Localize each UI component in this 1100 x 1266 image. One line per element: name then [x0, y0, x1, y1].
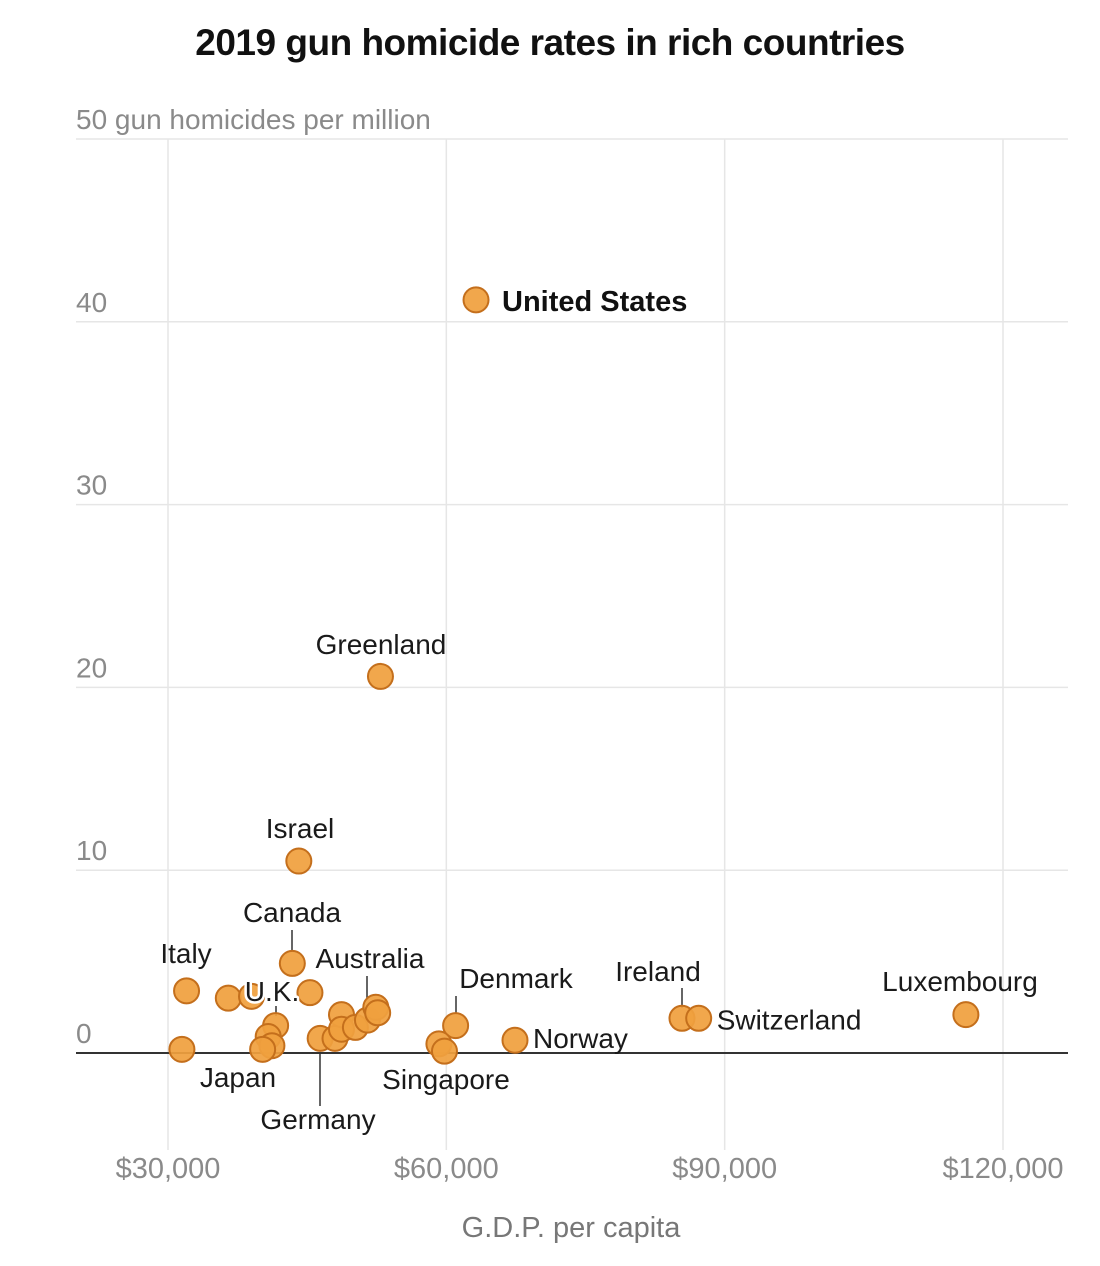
- point-label: Italy: [160, 938, 211, 969]
- x-tick-label: $60,000: [394, 1153, 499, 1185]
- data-point-denmark: [442, 1012, 470, 1040]
- y-tick-label: 40: [76, 287, 107, 318]
- point-label: Japan: [200, 1062, 276, 1093]
- point-label: U.K.: [245, 976, 299, 1007]
- point-label: Australia: [316, 943, 425, 974]
- point-label: Switzerland: [717, 1004, 862, 1035]
- data-point: [238, 982, 265, 1010]
- gridlines: [76, 138, 1068, 1150]
- y-tick-label: 10: [76, 835, 107, 866]
- data-point-united-states: [462, 286, 490, 314]
- data-point-australia: [364, 999, 392, 1027]
- point-label: Greenland: [316, 629, 447, 660]
- y-tick-label: 20: [76, 652, 107, 683]
- data-point: [296, 979, 324, 1007]
- data-point-israel: [285, 847, 313, 875]
- data-point-japan: [249, 1035, 277, 1063]
- leader-lines: [275, 930, 683, 1106]
- data-point: [214, 984, 242, 1012]
- point-label: Canada: [243, 897, 342, 928]
- y-tick-label: 50 gun homicides per million: [76, 104, 431, 135]
- point-label: Ireland: [615, 956, 701, 987]
- point-label: Germany: [260, 1104, 375, 1135]
- point-label: Denmark: [459, 963, 574, 994]
- y-tick-label: 30: [76, 470, 107, 501]
- x-tick-label: $90,000: [672, 1153, 777, 1185]
- point-labels: United States Greenland Israel Canada Italy U…: [160, 286, 1038, 1135]
- point-label: United States: [502, 286, 687, 318]
- y-tick-label: 0: [76, 1018, 92, 1049]
- x-tick-label: $30,000: [116, 1153, 221, 1185]
- x-axis-label: G.D.P. per capita: [462, 1212, 682, 1244]
- point-label: Israel: [266, 813, 334, 844]
- data-points: [168, 286, 980, 1065]
- data-point-switzerland: [685, 1004, 713, 1032]
- point-label: Luxembourg: [882, 966, 1038, 997]
- x-tick-label: $120,000: [943, 1153, 1064, 1185]
- data-point-norway: [501, 1026, 529, 1054]
- data-point: [168, 1035, 196, 1063]
- axes: $30,000 $60,000 $90,000 $120,000 0 10 20 30 40 50…: [76, 104, 1068, 1244]
- chart-title: 2019 gun homicide rates in rich countrie…: [195, 22, 905, 63]
- data-point-canada: [278, 949, 306, 977]
- point-label: Singapore: [382, 1064, 510, 1095]
- data-point-singapore: [430, 1037, 458, 1065]
- data-point-greenland: [366, 662, 394, 690]
- data-point-italy: [173, 977, 201, 1005]
- data-point-luxembourg: [952, 1001, 980, 1029]
- point-label: Norway: [533, 1023, 628, 1054]
